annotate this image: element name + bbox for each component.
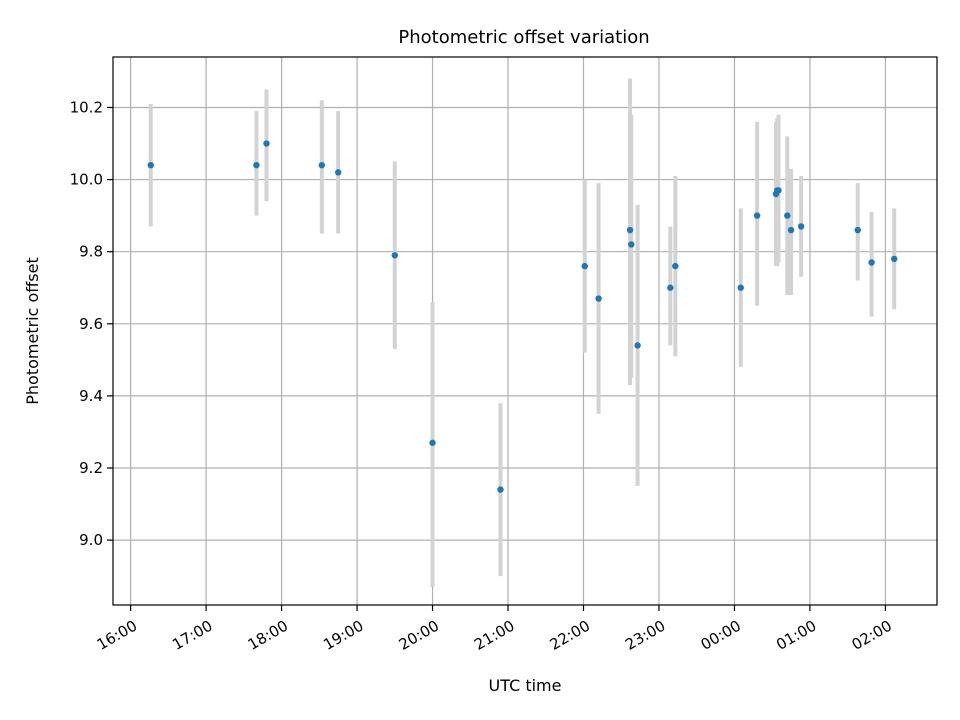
data-point [784, 212, 791, 219]
data-point [634, 342, 641, 349]
data-point [595, 295, 602, 302]
x-tick-label: 01:00 [773, 617, 819, 654]
data-point [263, 140, 270, 147]
y-axis-label: Photometric offset [23, 257, 42, 405]
data-point [775, 187, 782, 194]
data-point [391, 252, 398, 259]
data-point [667, 284, 674, 291]
data-point [868, 259, 875, 266]
y-tick-label: 10.0 [70, 171, 103, 189]
data-point [497, 486, 504, 493]
grid [113, 57, 937, 605]
y-tick-label: 10.2 [70, 98, 103, 116]
data-point [334, 169, 342, 176]
data-point [753, 212, 761, 219]
data-point [429, 439, 436, 446]
plot-frame [112, 56, 938, 606]
x-tick-label: 22:00 [547, 617, 593, 654]
data-points [147, 140, 898, 493]
x-tick-label: 19:00 [320, 617, 366, 654]
y-tick-label: 9.0 [79, 531, 103, 549]
x-tick-label: 02:00 [849, 617, 895, 654]
y-tick-label: 9.8 [79, 243, 103, 261]
data-point [581, 262, 588, 270]
data-point [737, 284, 744, 291]
data-point [672, 262, 679, 270]
y-tick-label: 9.2 [79, 459, 103, 477]
data-point [628, 241, 635, 248]
data-point [318, 161, 326, 169]
data-point [891, 255, 898, 263]
chart-title: Photometric offset variation [398, 27, 649, 48]
y-tick-label: 9.4 [79, 387, 103, 405]
data-point [147, 161, 154, 169]
error-bars [148, 78, 897, 587]
data-point [787, 226, 795, 234]
data-point [626, 226, 634, 234]
x-tick-label: 20:00 [396, 617, 442, 654]
data-point [253, 161, 260, 169]
x-tick-label: 00:00 [698, 617, 744, 654]
x-tick-label: 16:00 [94, 617, 140, 654]
x-tick-label: 21:00 [471, 617, 517, 654]
axis-ticks: 16:00 17:00 18:00 19:00 20:00 21:00 22:00 23:00… [70, 98, 895, 653]
y-tick-label: 9.6 [79, 315, 103, 333]
x-axis-label: UTC time [489, 676, 562, 695]
data-point [854, 226, 861, 234]
x-tick-label: 23:00 [622, 617, 668, 654]
data-point [797, 223, 805, 230]
x-tick-label: 18:00 [245, 617, 291, 654]
x-tick-label: 17:00 [169, 617, 215, 654]
